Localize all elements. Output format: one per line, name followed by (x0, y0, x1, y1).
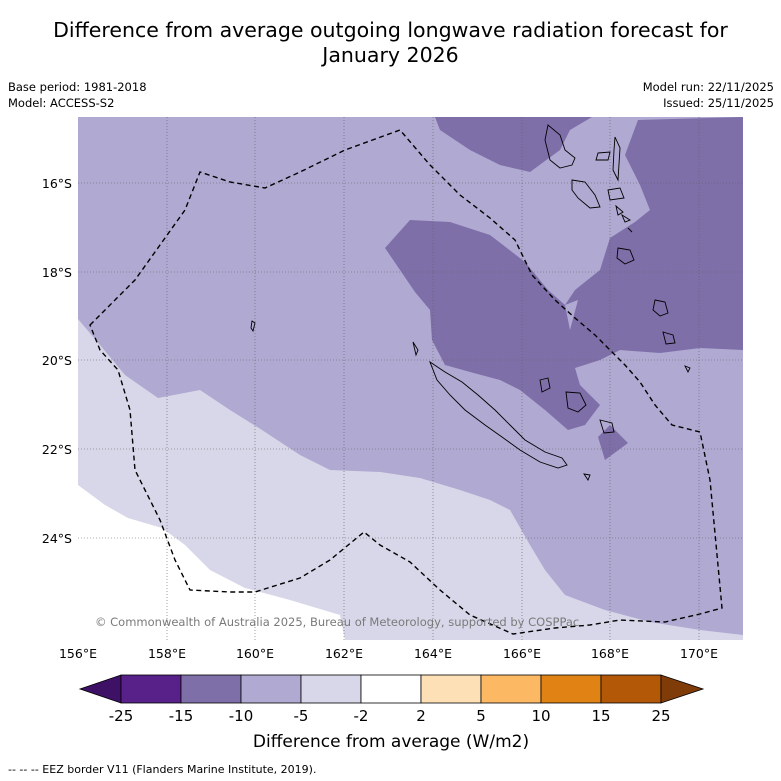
anomaly-field (78, 117, 743, 640)
new-caledonia-island (429, 360, 568, 469)
colorbar-label: Difference from average (W/m2) (253, 732, 529, 752)
colorbar-tick: 15 (591, 707, 610, 725)
latitude-labels: 16°S 18°S 20°S 22°S 24°S (42, 176, 72, 546)
gridlines (78, 117, 743, 640)
colorbar-swatch (600, 674, 662, 704)
colorbar-tick: -10 (229, 707, 254, 725)
colorbar (78, 674, 705, 704)
model-name: Model: ACCESS-S2 (8, 96, 115, 110)
colorbar-swatch (240, 674, 302, 704)
lon-label: 168°E (591, 646, 629, 661)
eez-footnote: -- -- -- EEZ border V11 (Flanders Marine… (8, 763, 317, 776)
lon-label: 156°E (59, 646, 97, 661)
base-period: Base period: 1981-2018 (8, 80, 147, 94)
colorbar-tick: 25 (651, 707, 670, 725)
lat-label: 24°S (42, 531, 72, 546)
anomaly-region-minus15-small (598, 425, 628, 460)
colorbar-swatch (120, 674, 182, 704)
colorbar-ticks: -25 -15 -10 -5 -2 2 5 10 15 25 (109, 707, 671, 725)
colorbar-tick: -5 (294, 707, 309, 725)
colorbar-tick: -15 (169, 707, 194, 725)
copyright-text: © Commonwealth of Australia 2025, Bureau… (95, 615, 579, 629)
lat-label: 20°S (42, 353, 72, 368)
coastlines (250, 124, 691, 481)
anomaly-region-minus15-central (385, 117, 743, 430)
colorbar-extend-low (78, 674, 122, 704)
lon-label: 162°E (325, 646, 363, 661)
eez-border (89, 129, 723, 635)
colorbar-tick: 5 (476, 707, 486, 725)
vanuatu-north-island (544, 124, 576, 169)
colorbar-tick: 10 (531, 707, 550, 725)
colorbar-swatch (540, 674, 602, 704)
issued-date: Issued: 25/11/2025 (663, 96, 774, 110)
anomaly-region-minus5-minus2 (78, 319, 743, 640)
model-run-date: Model run: 22/11/2025 (642, 80, 774, 94)
lat-label: 16°S (42, 176, 72, 191)
lon-label: 166°E (503, 646, 541, 661)
colorbar-tick: -2 (354, 707, 369, 725)
map-title: Difference from average outgoing longwav… (0, 18, 781, 68)
colorbar-swatch (180, 674, 242, 704)
lat-label: 22°S (42, 442, 72, 457)
lat-label: 18°S (42, 265, 72, 280)
colorbar-tick: -25 (109, 707, 134, 725)
longitude-labels: 156°E 158°E 160°E 162°E 164°E 166°E 168°… (59, 646, 718, 661)
lon-label: 158°E (148, 646, 186, 661)
colorbar-extend-high (660, 674, 705, 704)
colorbar-swatch (420, 674, 482, 704)
title-line-2: January 2026 (322, 43, 459, 67)
colorbar-swatch (300, 674, 362, 704)
lon-label: 160°E (236, 646, 274, 661)
anomaly-region-minus2-plus2 (78, 485, 345, 640)
anomaly-notch (565, 300, 578, 330)
colorbar-tick: 2 (416, 707, 426, 725)
run-info-right: Model run: 22/11/2025 Issued: 25/11/2025 (643, 79, 774, 111)
colorbar-swatch (360, 674, 422, 704)
lon-label: 164°E (414, 646, 452, 661)
colorbar-swatch (480, 674, 542, 704)
anomaly-region-minus15-north (435, 117, 592, 172)
lon-label: 170°E (680, 646, 718, 661)
title-line-1: Difference from average outgoing longwav… (53, 18, 728, 42)
run-info-left: Base period: 1981-2018 Model: ACCESS-S2 (8, 79, 147, 111)
